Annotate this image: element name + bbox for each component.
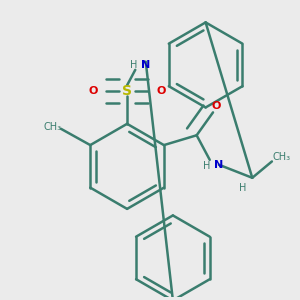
Text: N: N (214, 160, 224, 170)
Text: H: H (130, 60, 137, 70)
Text: CH₃: CH₃ (44, 122, 62, 132)
Text: CH₃: CH₃ (273, 152, 291, 161)
Text: H: H (203, 161, 211, 171)
Text: S: S (122, 84, 132, 98)
Text: O: O (157, 86, 166, 96)
Text: O: O (88, 86, 98, 96)
Text: H: H (239, 183, 246, 193)
Text: O: O (212, 101, 221, 111)
Text: N: N (141, 60, 150, 70)
